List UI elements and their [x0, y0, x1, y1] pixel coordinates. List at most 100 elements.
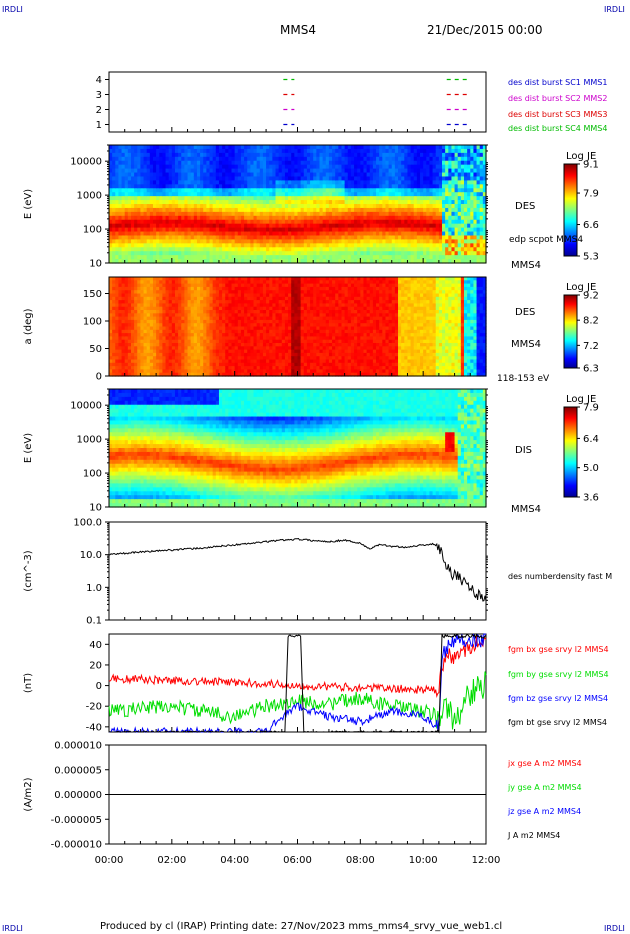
spectrogram-cell	[332, 255, 336, 260]
spectrogram-cell	[115, 290, 120, 295]
spectrogram-cell	[152, 196, 157, 201]
spectrogram-cell	[253, 239, 258, 244]
spectrogram-cell	[121, 329, 126, 334]
spectrogram-cell	[244, 247, 248, 252]
spectrogram-cell	[118, 372, 123, 377]
spectrogram-cell	[328, 168, 333, 174]
spectrogram-cell	[256, 176, 261, 181]
spectrogram-cell	[369, 168, 374, 174]
spectrogram-cell	[385, 235, 390, 240]
spectrogram-cell	[244, 145, 248, 150]
spectrogram-cell	[171, 235, 176, 240]
spectrogram-cell	[288, 188, 292, 193]
spectrogram-cell	[203, 211, 207, 217]
spectrogram-cell	[479, 168, 484, 174]
spectrogram-cell	[112, 277, 116, 281]
spectrogram-cell	[134, 184, 138, 189]
spectrogram-cell	[225, 168, 229, 174]
spectrogram-cell	[467, 200, 471, 205]
spectrogram-cell	[196, 293, 201, 298]
spectrogram-cell	[297, 243, 302, 248]
spectrogram-cell	[360, 211, 365, 217]
spectrogram-cell	[118, 306, 123, 311]
spectrogram-cell	[181, 231, 185, 237]
spectrogram-cell	[181, 343, 185, 347]
spectrogram-cell	[234, 145, 239, 150]
spectrogram-cell	[303, 180, 308, 185]
spectrogram-cell	[416, 227, 421, 233]
spectrogram-cell	[300, 247, 305, 252]
spectrogram-cell	[338, 168, 343, 174]
spectrogram-cell	[234, 156, 239, 162]
spectrogram-cell	[234, 207, 239, 213]
spectrogram-cell	[284, 200, 289, 205]
spectrogram-cell	[325, 235, 330, 240]
spectrogram-cell	[372, 227, 377, 233]
spectrogram-cell	[206, 306, 211, 311]
spectrogram-cell	[203, 362, 207, 367]
spectrogram-cell	[165, 313, 170, 318]
spectrogram-cell	[149, 148, 154, 154]
spectrogram-cell	[470, 243, 475, 248]
spectrogram-cell	[196, 336, 201, 341]
spectrogram-cell	[159, 204, 164, 209]
spectrogram-cell	[281, 243, 286, 248]
spectrogram-cell	[127, 326, 132, 331]
spectrogram-cell	[152, 255, 157, 260]
spectrogram-cell	[209, 310, 214, 314]
spectrogram-cell	[398, 251, 402, 256]
spectrogram-cell	[354, 259, 358, 264]
spectrogram-cell	[341, 219, 346, 225]
spectrogram-cell	[316, 223, 321, 229]
spectrogram-cell	[159, 293, 164, 298]
spectrogram-cell	[272, 239, 277, 244]
spectrogram-cell	[152, 303, 157, 308]
spectrogram-cell	[410, 192, 415, 197]
spectrogram-cell	[212, 356, 217, 361]
spectrogram-cell	[467, 243, 471, 248]
spectrogram-cell	[394, 227, 399, 233]
spectrogram-cell	[391, 196, 396, 201]
spectrogram-cell	[146, 156, 151, 162]
spectrogram-cell	[376, 196, 380, 201]
spectrogram-cell	[350, 145, 355, 150]
spectrogram-cell	[124, 192, 129, 197]
spectrogram-cell	[445, 243, 449, 248]
spectrogram-cell	[300, 255, 305, 260]
spectrogram-cell	[112, 283, 116, 288]
spectrogram-cell	[134, 164, 138, 170]
spectrogram-cell	[379, 176, 383, 181]
spectrogram-cell	[118, 326, 123, 331]
spectrogram-cell	[184, 349, 189, 354]
spectrogram-cell	[297, 188, 302, 193]
spectrogram-cell	[127, 196, 132, 201]
spectrogram-cell	[391, 231, 396, 237]
spectrogram-cell	[162, 207, 167, 213]
spectrogram-cell	[146, 192, 151, 197]
spectrogram-cell	[426, 255, 431, 260]
spectrogram-cell	[250, 251, 255, 256]
spectrogram-cell	[435, 172, 440, 178]
spectrogram-cell	[275, 235, 280, 240]
spectrogram-cell	[316, 152, 321, 158]
spectrogram-cell	[363, 152, 368, 158]
spectrogram-cell	[372, 223, 377, 229]
spectrogram-cell	[401, 184, 405, 189]
spectrogram-cell	[319, 243, 324, 248]
spectrogram-cell	[159, 349, 164, 354]
spectrogram-cell	[445, 176, 449, 181]
spectrogram-cell	[316, 184, 321, 189]
spectrogram-cell	[316, 231, 321, 237]
spectrogram-cell	[237, 172, 242, 178]
spectrogram-cell	[200, 204, 204, 209]
spectrogram-cell	[109, 164, 113, 170]
spectrogram-cell	[357, 207, 361, 213]
spectrogram-cell	[225, 343, 229, 347]
spectrogram-cell	[121, 333, 126, 337]
spectrogram-cell	[187, 356, 192, 361]
spectrogram-cell	[209, 211, 214, 217]
spectrogram-cell	[240, 204, 245, 209]
spectrogram-cell	[347, 223, 352, 229]
spectrogram-cell	[203, 300, 207, 304]
spectrogram-cell	[112, 160, 116, 166]
